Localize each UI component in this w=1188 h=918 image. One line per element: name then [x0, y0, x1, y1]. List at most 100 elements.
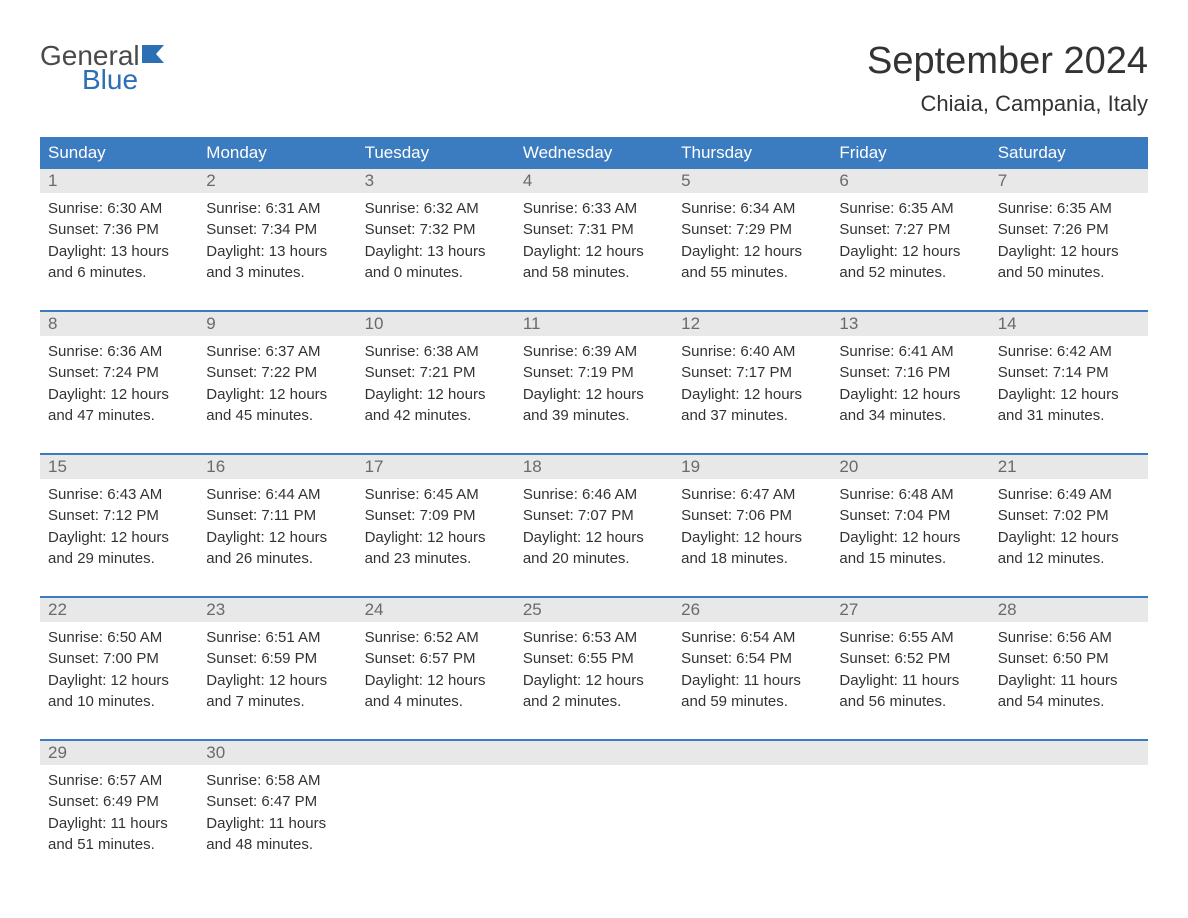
logo-text-blue: Blue — [82, 64, 138, 96]
sunrise-text: Sunrise: 6:31 AM — [206, 199, 348, 219]
week-row: 8Sunrise: 6:36 AMSunset: 7:24 PMDaylight… — [40, 310, 1148, 435]
day-content: Sunrise: 6:36 AMSunset: 7:24 PMDaylight:… — [40, 336, 198, 435]
daylight-text-line1: Daylight: 13 hours — [365, 242, 507, 262]
daylight-text-line2: and 20 minutes. — [523, 549, 665, 569]
day-cell: 27Sunrise: 6:55 AMSunset: 6:52 PMDayligh… — [831, 598, 989, 721]
sunrise-text: Sunrise: 6:56 AM — [998, 628, 1140, 648]
day-number: 30 — [198, 741, 356, 765]
day-number: 3 — [357, 169, 515, 193]
day-cell: 30Sunrise: 6:58 AMSunset: 6:47 PMDayligh… — [198, 741, 356, 864]
day-cell: 8Sunrise: 6:36 AMSunset: 7:24 PMDaylight… — [40, 312, 198, 435]
day-content: Sunrise: 6:58 AMSunset: 6:47 PMDaylight:… — [198, 765, 356, 864]
sunrise-text: Sunrise: 6:40 AM — [681, 342, 823, 362]
day-cell: 29Sunrise: 6:57 AMSunset: 6:49 PMDayligh… — [40, 741, 198, 864]
day-headers-row: Sunday Monday Tuesday Wednesday Thursday… — [40, 137, 1148, 169]
day-content: Sunrise: 6:39 AMSunset: 7:19 PMDaylight:… — [515, 336, 673, 435]
daylight-text-line1: Daylight: 12 hours — [523, 528, 665, 548]
day-number: 18 — [515, 455, 673, 479]
daylight-text-line1: Daylight: 12 hours — [365, 385, 507, 405]
daylight-text-line1: Daylight: 12 hours — [48, 385, 190, 405]
day-content: Sunrise: 6:53 AMSunset: 6:55 PMDaylight:… — [515, 622, 673, 721]
daylight-text-line1: Daylight: 12 hours — [681, 385, 823, 405]
daylight-text-line2: and 48 minutes. — [206, 835, 348, 855]
daylight-text-line2: and 10 minutes. — [48, 692, 190, 712]
sunrise-text: Sunrise: 6:30 AM — [48, 199, 190, 219]
sunrise-text: Sunrise: 6:46 AM — [523, 485, 665, 505]
day-header-saturday: Saturday — [990, 137, 1148, 169]
daylight-text-line2: and 34 minutes. — [839, 406, 981, 426]
sunrise-text: Sunrise: 6:57 AM — [48, 771, 190, 791]
day-number: 4 — [515, 169, 673, 193]
day-number-empty — [831, 741, 989, 765]
daylight-text-line2: and 18 minutes. — [681, 549, 823, 569]
sunset-text: Sunset: 6:59 PM — [206, 649, 348, 669]
daylight-text-line1: Daylight: 12 hours — [998, 385, 1140, 405]
day-cell: 9Sunrise: 6:37 AMSunset: 7:22 PMDaylight… — [198, 312, 356, 435]
daylight-text-line2: and 23 minutes. — [365, 549, 507, 569]
day-header-friday: Friday — [831, 137, 989, 169]
daylight-text-line2: and 6 minutes. — [48, 263, 190, 283]
sunset-text: Sunset: 7:14 PM — [998, 363, 1140, 383]
day-cell: 6Sunrise: 6:35 AMSunset: 7:27 PMDaylight… — [831, 169, 989, 292]
day-number: 25 — [515, 598, 673, 622]
daylight-text-line2: and 37 minutes. — [681, 406, 823, 426]
logo: General Blue — [40, 40, 168, 96]
day-number: 20 — [831, 455, 989, 479]
daylight-text-line1: Daylight: 13 hours — [48, 242, 190, 262]
daylight-text-line2: and 0 minutes. — [365, 263, 507, 283]
daylight-text-line2: and 7 minutes. — [206, 692, 348, 712]
daylight-text-line2: and 26 minutes. — [206, 549, 348, 569]
daylight-text-line1: Daylight: 12 hours — [998, 242, 1140, 262]
day-content: Sunrise: 6:33 AMSunset: 7:31 PMDaylight:… — [515, 193, 673, 292]
daylight-text-line1: Daylight: 12 hours — [681, 528, 823, 548]
daylight-text-line1: Daylight: 13 hours — [206, 242, 348, 262]
sunset-text: Sunset: 6:50 PM — [998, 649, 1140, 669]
sunset-text: Sunset: 7:36 PM — [48, 220, 190, 240]
day-content: Sunrise: 6:42 AMSunset: 7:14 PMDaylight:… — [990, 336, 1148, 435]
day-content: Sunrise: 6:48 AMSunset: 7:04 PMDaylight:… — [831, 479, 989, 578]
sunset-text: Sunset: 7:06 PM — [681, 506, 823, 526]
day-content: Sunrise: 6:56 AMSunset: 6:50 PMDaylight:… — [990, 622, 1148, 721]
daylight-text-line2: and 12 minutes. — [998, 549, 1140, 569]
daylight-text-line1: Daylight: 12 hours — [523, 671, 665, 691]
sunrise-text: Sunrise: 6:35 AM — [839, 199, 981, 219]
sunrise-text: Sunrise: 6:55 AM — [839, 628, 981, 648]
sunset-text: Sunset: 7:26 PM — [998, 220, 1140, 240]
daylight-text-line2: and 2 minutes. — [523, 692, 665, 712]
sunrise-text: Sunrise: 6:47 AM — [681, 485, 823, 505]
day-cell: 12Sunrise: 6:40 AMSunset: 7:17 PMDayligh… — [673, 312, 831, 435]
day-number: 13 — [831, 312, 989, 336]
day-content: Sunrise: 6:44 AMSunset: 7:11 PMDaylight:… — [198, 479, 356, 578]
day-number: 15 — [40, 455, 198, 479]
day-content: Sunrise: 6:37 AMSunset: 7:22 PMDaylight:… — [198, 336, 356, 435]
day-number: 28 — [990, 598, 1148, 622]
sunset-text: Sunset: 7:22 PM — [206, 363, 348, 383]
day-content: Sunrise: 6:52 AMSunset: 6:57 PMDaylight:… — [357, 622, 515, 721]
sunset-text: Sunset: 7:04 PM — [839, 506, 981, 526]
daylight-text-line2: and 50 minutes. — [998, 263, 1140, 283]
sunset-text: Sunset: 7:00 PM — [48, 649, 190, 669]
day-cell — [831, 741, 989, 864]
day-number: 24 — [357, 598, 515, 622]
daylight-text-line2: and 58 minutes. — [523, 263, 665, 283]
daylight-text-line2: and 52 minutes. — [839, 263, 981, 283]
daylight-text-line2: and 59 minutes. — [681, 692, 823, 712]
daylight-text-line2: and 39 minutes. — [523, 406, 665, 426]
day-number: 7 — [990, 169, 1148, 193]
day-header-tuesday: Tuesday — [357, 137, 515, 169]
sunrise-text: Sunrise: 6:50 AM — [48, 628, 190, 648]
sunrise-text: Sunrise: 6:41 AM — [839, 342, 981, 362]
day-cell: 18Sunrise: 6:46 AMSunset: 7:07 PMDayligh… — [515, 455, 673, 578]
sunset-text: Sunset: 7:29 PM — [681, 220, 823, 240]
day-content: Sunrise: 6:32 AMSunset: 7:32 PMDaylight:… — [357, 193, 515, 292]
day-content: Sunrise: 6:54 AMSunset: 6:54 PMDaylight:… — [673, 622, 831, 721]
sunrise-text: Sunrise: 6:36 AM — [48, 342, 190, 362]
daylight-text-line1: Daylight: 12 hours — [48, 671, 190, 691]
day-header-sunday: Sunday — [40, 137, 198, 169]
day-cell: 16Sunrise: 6:44 AMSunset: 7:11 PMDayligh… — [198, 455, 356, 578]
daylight-text-line1: Daylight: 12 hours — [206, 528, 348, 548]
daylight-text-line1: Daylight: 12 hours — [523, 385, 665, 405]
sunset-text: Sunset: 6:55 PM — [523, 649, 665, 669]
week-row: 15Sunrise: 6:43 AMSunset: 7:12 PMDayligh… — [40, 453, 1148, 578]
day-content: Sunrise: 6:34 AMSunset: 7:29 PMDaylight:… — [673, 193, 831, 292]
